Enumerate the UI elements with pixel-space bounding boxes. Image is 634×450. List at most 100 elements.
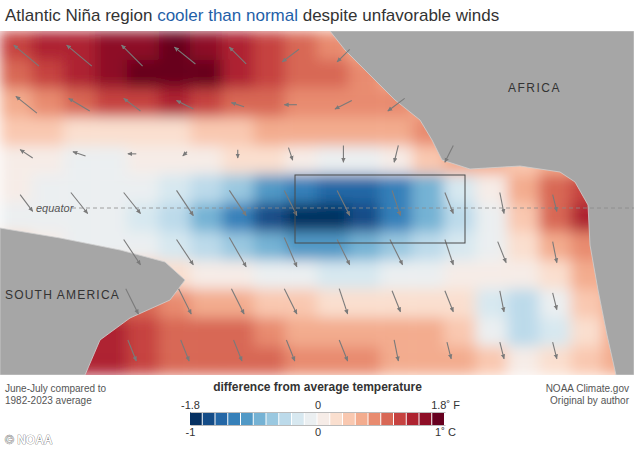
heat-cell xyxy=(380,260,412,289)
note: June-July compared to xyxy=(5,383,107,394)
heat-cell xyxy=(159,117,191,146)
heat-cell xyxy=(222,88,254,117)
heat-cell xyxy=(190,289,222,318)
colorbar-step xyxy=(330,412,342,425)
heat-cell xyxy=(476,232,508,261)
colorbar-tick-label: 0 xyxy=(315,426,321,438)
heat-cell xyxy=(285,117,317,146)
heat-cell xyxy=(159,318,191,347)
heat-cell xyxy=(222,174,254,203)
heat-cell xyxy=(254,260,286,289)
wind-arrow xyxy=(284,289,297,314)
wind-arrow xyxy=(181,340,189,361)
map-area xyxy=(0,31,634,375)
wind-arrow xyxy=(553,293,557,310)
heat-cell xyxy=(317,289,349,318)
wind-arrow xyxy=(553,242,557,263)
wind-arrow xyxy=(447,342,451,359)
heat-cell xyxy=(190,31,222,60)
wind-arrow xyxy=(445,291,453,312)
heat-cell xyxy=(190,232,222,261)
wind-arrow xyxy=(122,45,143,66)
wind-arrow xyxy=(231,289,244,314)
heat-cell xyxy=(254,88,286,117)
heat-cell xyxy=(412,318,444,347)
heat-cell xyxy=(254,174,286,203)
wind-arrow xyxy=(124,98,141,111)
south-america-label: SOUTH AMERICA xyxy=(5,288,120,302)
heat-cell xyxy=(159,232,191,261)
heat-cell xyxy=(349,88,381,117)
heat-cell xyxy=(380,146,412,175)
heat-cell xyxy=(349,346,381,375)
wind-arrow xyxy=(124,193,141,214)
wind-arrow xyxy=(229,237,246,266)
colorbar-tick: 0 xyxy=(315,425,321,438)
heat-cell xyxy=(190,203,222,232)
heat-cell xyxy=(349,146,381,175)
heat-cell xyxy=(571,318,603,347)
heat-cell xyxy=(127,88,159,117)
heat-cell xyxy=(95,60,127,89)
colorbar-step xyxy=(420,412,432,425)
colorbar-step xyxy=(343,412,355,425)
colorbar-axis-f: -1.801.8˚ F xyxy=(181,399,460,413)
colorbar-tick: 1˚ C xyxy=(435,425,456,438)
wind-arrow xyxy=(498,242,506,263)
wind-arrow xyxy=(343,145,344,162)
heat-cell xyxy=(63,146,95,175)
heat-cell xyxy=(32,31,64,60)
heat-cell xyxy=(317,174,349,203)
heat-cell xyxy=(444,203,476,232)
heat-cell xyxy=(380,318,412,347)
colorbar-title: difference from average temperature xyxy=(213,380,422,394)
wind-arrow xyxy=(128,153,136,154)
title-highlight: cooler than normal xyxy=(157,6,298,25)
wind-arrow xyxy=(16,96,37,113)
wind-arrow xyxy=(177,190,194,215)
heat-cell xyxy=(32,174,64,203)
wind-arrow xyxy=(179,289,192,314)
colorbar-tick: 0 xyxy=(315,399,321,412)
heat-cell xyxy=(190,260,222,289)
wind-arrow xyxy=(183,152,187,156)
heat-cell xyxy=(285,174,317,203)
wind-arrow xyxy=(392,190,400,215)
heat-cell xyxy=(444,260,476,289)
wind-arrow xyxy=(394,145,398,162)
wind-arrow xyxy=(229,47,246,64)
heat-cell xyxy=(32,117,64,146)
heat-cell xyxy=(254,318,286,347)
wind-arrow xyxy=(284,104,297,105)
heat-cell xyxy=(63,60,95,89)
colorbar-step xyxy=(356,412,368,425)
chart: Atlantic Niña region cooler than normal … xyxy=(0,0,634,450)
heat-cell xyxy=(539,260,571,289)
heat-cell xyxy=(349,260,381,289)
heat-cell xyxy=(507,232,539,261)
wind-arrow xyxy=(234,340,242,361)
wind-arrow xyxy=(20,150,33,158)
colorbar-step xyxy=(394,412,406,425)
heat-cell xyxy=(476,289,508,318)
heat-cell xyxy=(444,232,476,261)
wind-arrow xyxy=(14,45,39,66)
heat-cell xyxy=(412,289,444,318)
heat-cell xyxy=(190,346,222,375)
colorbar-step xyxy=(407,412,419,425)
wind-arrow xyxy=(177,240,194,265)
heat-cell xyxy=(254,203,286,232)
heat-cell xyxy=(159,146,191,175)
wind-arrow xyxy=(500,342,504,359)
heat-cell xyxy=(95,146,127,175)
colorbar-step xyxy=(203,412,215,425)
colorbar-step xyxy=(279,412,291,425)
heat-cell xyxy=(190,174,222,203)
heat-cell xyxy=(254,346,286,375)
heat-cell xyxy=(317,88,349,117)
heat-cell xyxy=(507,289,539,318)
colorbar-tick-label: -1 xyxy=(186,426,196,438)
title-part: Atlantic Niña region xyxy=(5,6,157,25)
heat-cell xyxy=(539,289,571,318)
colorbar-step xyxy=(254,412,266,425)
